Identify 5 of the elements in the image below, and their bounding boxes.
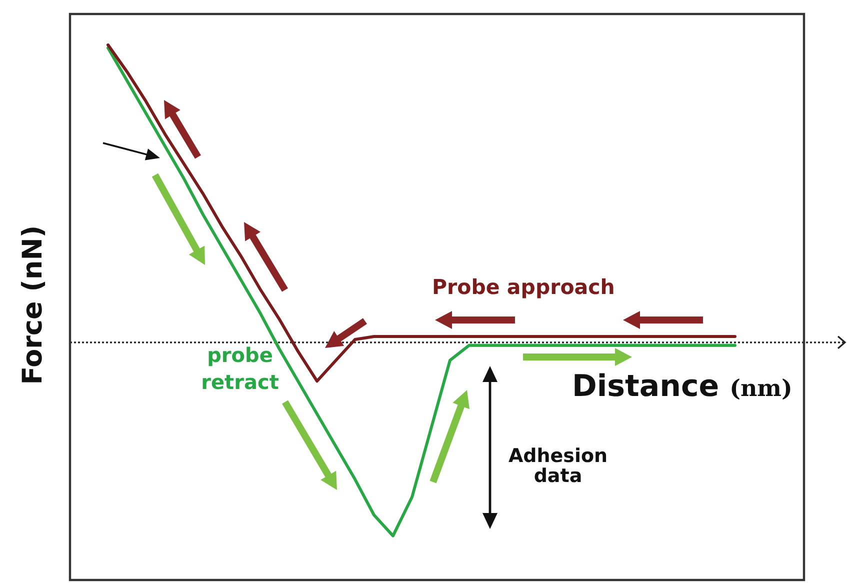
y-axis-title: Force (nN) bbox=[18, 225, 48, 385]
series-label: Probe approach bbox=[432, 275, 615, 299]
series-label: probe retract bbox=[200, 342, 280, 396]
x-axis-title: Distance (nm) bbox=[572, 369, 792, 404]
annotation: Adhesion data bbox=[507, 445, 609, 487]
